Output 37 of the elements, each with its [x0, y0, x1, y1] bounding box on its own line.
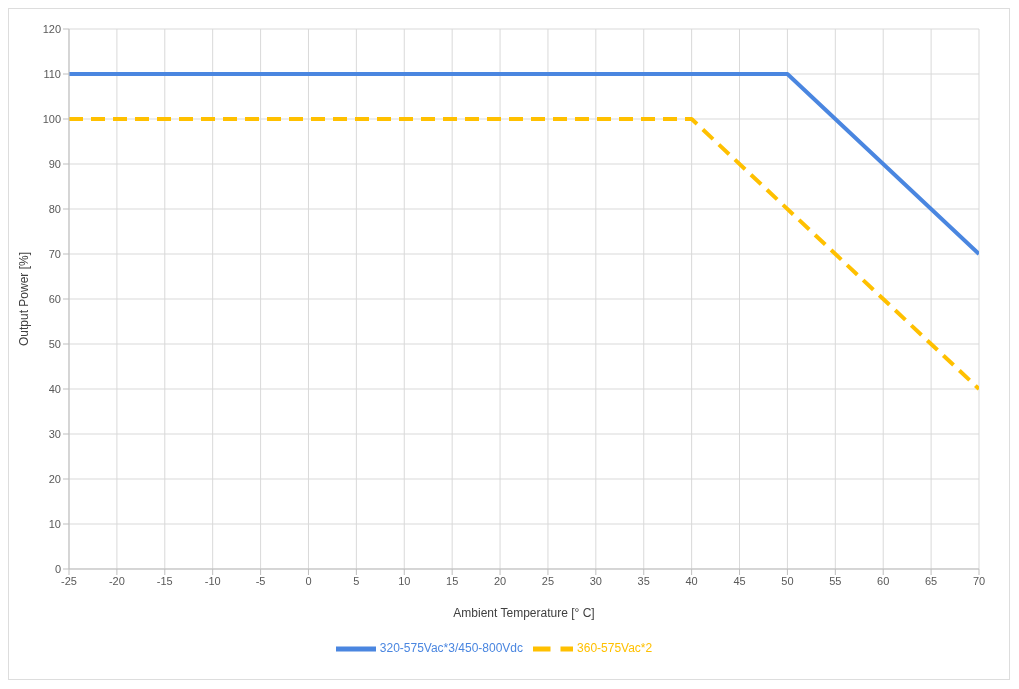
- y-axis-title: Output Power [%]: [17, 251, 32, 347]
- x-tick-label: -20: [108, 574, 125, 587]
- y-tick-label: 80: [48, 202, 61, 215]
- x-tick-label: 15: [446, 574, 459, 587]
- y-tick-label: 110: [43, 67, 61, 80]
- x-tick-label: 35: [637, 574, 650, 587]
- x-tick-label: 30: [589, 574, 602, 587]
- y-tick-label: 100: [42, 112, 61, 125]
- x-tick-label: -5: [255, 574, 266, 587]
- x-tick-label: 55: [829, 574, 842, 587]
- legend-label: 320-575Vac*3/450-800Vdc: [379, 641, 524, 656]
- y-tick-label: 10: [48, 517, 61, 530]
- y-tick-label: 70: [48, 247, 61, 260]
- x-axis-title: Ambient Temperature [° C]: [453, 606, 595, 620]
- x-tick-label: 40: [685, 574, 698, 587]
- legend-label: 360-575Vac*2: [577, 641, 653, 656]
- x-tick-label: 20: [493, 574, 507, 587]
- y-tick-label: 0: [54, 562, 61, 575]
- y-tick-label: 90: [48, 157, 61, 170]
- x-tick-label: 65: [924, 574, 938, 587]
- y-tick-label: 20: [48, 472, 61, 485]
- x-tick-label: -10: [204, 574, 221, 587]
- x-tick-label: -15: [156, 574, 173, 587]
- x-tick-label: -25: [61, 574, 77, 587]
- y-tick-label: 30: [48, 427, 61, 440]
- y-tick-label: 120: [42, 22, 61, 35]
- x-tick-label: 10: [398, 574, 411, 587]
- x-tick-label: 60: [877, 574, 890, 587]
- y-tick-label: 60: [48, 292, 61, 305]
- x-tick-label: 50: [781, 574, 794, 587]
- x-tick-label: 5: [353, 574, 360, 587]
- x-tick-label: 70: [972, 574, 986, 587]
- y-tick-label: 40: [48, 382, 61, 395]
- x-tick-label: 0: [305, 574, 312, 587]
- x-tick-label: 45: [733, 574, 746, 587]
- x-tick-label: 25: [541, 574, 555, 587]
- y-tick-label: 50: [48, 337, 61, 350]
